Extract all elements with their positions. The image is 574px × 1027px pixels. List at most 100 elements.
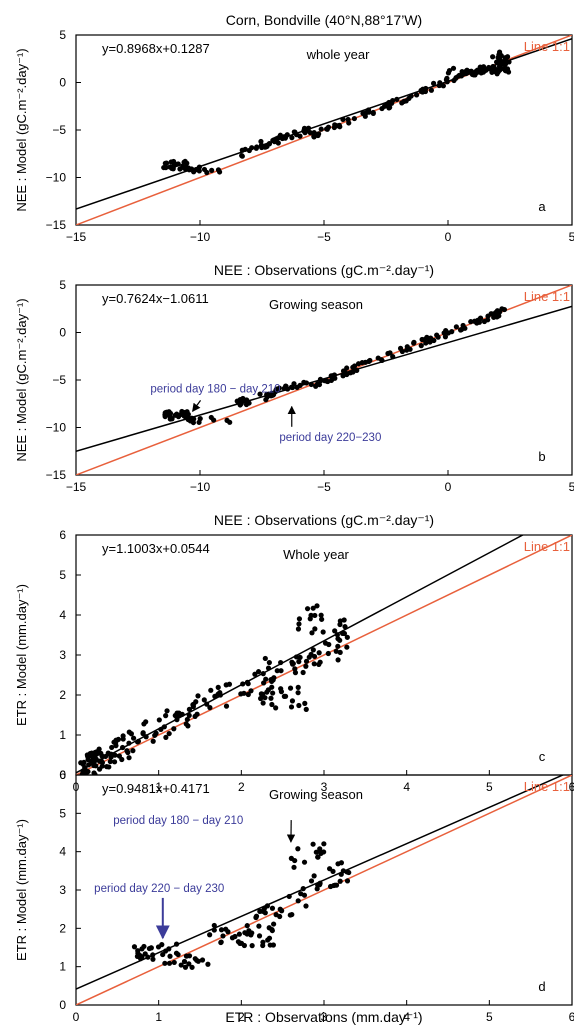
data-point xyxy=(266,935,273,941)
data-point xyxy=(93,763,99,769)
data-point xyxy=(241,690,247,696)
y-tick-label: −15 xyxy=(46,468,67,482)
y-tick-label: −10 xyxy=(46,171,67,185)
x-tick-label: 5 xyxy=(569,230,574,244)
data-point xyxy=(341,368,347,375)
data-point xyxy=(244,679,250,685)
x-tick-label: 4 xyxy=(403,780,410,794)
data-point xyxy=(182,964,189,970)
data-point xyxy=(445,70,452,76)
data-point xyxy=(211,922,217,929)
data-point xyxy=(278,668,284,674)
data-point xyxy=(273,705,279,711)
y-tick-label: −15 xyxy=(46,218,67,232)
data-point xyxy=(194,711,200,717)
data-point xyxy=(326,866,333,872)
data-point xyxy=(166,412,173,418)
data-point xyxy=(302,700,308,706)
data-point xyxy=(303,903,309,909)
data-point xyxy=(317,376,324,382)
annotation-text: period day 180 − day 210 xyxy=(113,815,243,827)
data-point xyxy=(296,659,302,665)
data-point xyxy=(173,950,180,956)
data-point xyxy=(428,87,435,93)
x-tick-label: −15 xyxy=(66,230,87,244)
x-tick-label: −5 xyxy=(317,480,331,494)
data-point xyxy=(186,712,192,719)
data-point xyxy=(286,893,292,900)
x-tick-label: 0 xyxy=(73,1010,80,1024)
data-point xyxy=(310,647,316,653)
data-point xyxy=(98,758,104,764)
data-point xyxy=(335,636,341,642)
data-point xyxy=(263,397,269,403)
data-point xyxy=(234,398,240,404)
data-point xyxy=(130,735,137,741)
data-point xyxy=(267,942,273,948)
data-point xyxy=(171,959,177,966)
data-point xyxy=(332,122,338,128)
season-label: Whole year xyxy=(283,547,349,562)
data-point xyxy=(277,913,283,920)
data-point xyxy=(399,348,405,355)
one-to-one-label: Line 1:1 xyxy=(524,539,570,554)
data-point xyxy=(183,721,189,727)
panel-a: Corn, Bondville (40°N,88°17’W) −15 −10 −5 0 5… xyxy=(14,12,574,244)
data-point xyxy=(199,957,206,963)
data-point xyxy=(263,676,269,682)
x-tick-label: 5 xyxy=(486,780,493,794)
data-point xyxy=(262,695,268,701)
data-point xyxy=(310,605,316,611)
one-to-one-label: Line 1:1 xyxy=(524,39,570,54)
data-point xyxy=(120,733,126,739)
data-point xyxy=(350,369,356,375)
data-point xyxy=(490,54,496,60)
y-tick-label: 5 xyxy=(59,278,66,292)
data-point xyxy=(337,878,343,884)
data-point xyxy=(300,886,306,892)
data-point xyxy=(252,671,258,677)
data-point xyxy=(90,754,96,760)
y-tick-label: 5 xyxy=(59,806,66,820)
data-point xyxy=(284,132,290,138)
data-point xyxy=(163,160,170,166)
data-point xyxy=(150,738,156,744)
data-point xyxy=(218,939,224,946)
data-point xyxy=(489,69,495,75)
data-point xyxy=(119,744,126,751)
data-point xyxy=(131,944,138,950)
data-point xyxy=(232,933,238,940)
data-point xyxy=(297,133,303,139)
data-point xyxy=(264,689,270,695)
data-point xyxy=(197,416,203,422)
data-point xyxy=(266,659,272,666)
data-point xyxy=(346,869,352,876)
data-point xyxy=(401,98,407,104)
data-point xyxy=(288,704,295,710)
panel-b: NEE : Observations (gC.m⁻².day⁻¹) −15 −10 −… xyxy=(14,262,574,494)
data-point xyxy=(478,66,484,72)
x-tick-label: 2 xyxy=(238,1010,245,1024)
data-point xyxy=(328,377,334,384)
data-point xyxy=(166,730,172,737)
y-tick-label: 5 xyxy=(59,568,66,582)
data-point xyxy=(469,69,475,75)
data-point xyxy=(258,691,264,697)
data-point xyxy=(324,126,330,132)
data-point xyxy=(190,419,197,426)
data-point xyxy=(430,80,437,86)
data-point xyxy=(390,354,396,360)
data-point xyxy=(292,666,298,672)
y-tick-label: 2 xyxy=(59,921,66,935)
chart-title: NEE : Observations (gC.m⁻².day⁻¹) xyxy=(214,512,434,528)
data-point xyxy=(248,932,254,938)
one-to-one-line xyxy=(76,775,572,1005)
y-tick-label: 0 xyxy=(59,768,66,782)
annotation-text: period day 180 − day 210 xyxy=(150,383,280,395)
data-point xyxy=(271,921,277,927)
data-point xyxy=(245,691,251,698)
data-point xyxy=(333,648,339,654)
data-point xyxy=(215,684,221,690)
data-point xyxy=(274,668,280,674)
